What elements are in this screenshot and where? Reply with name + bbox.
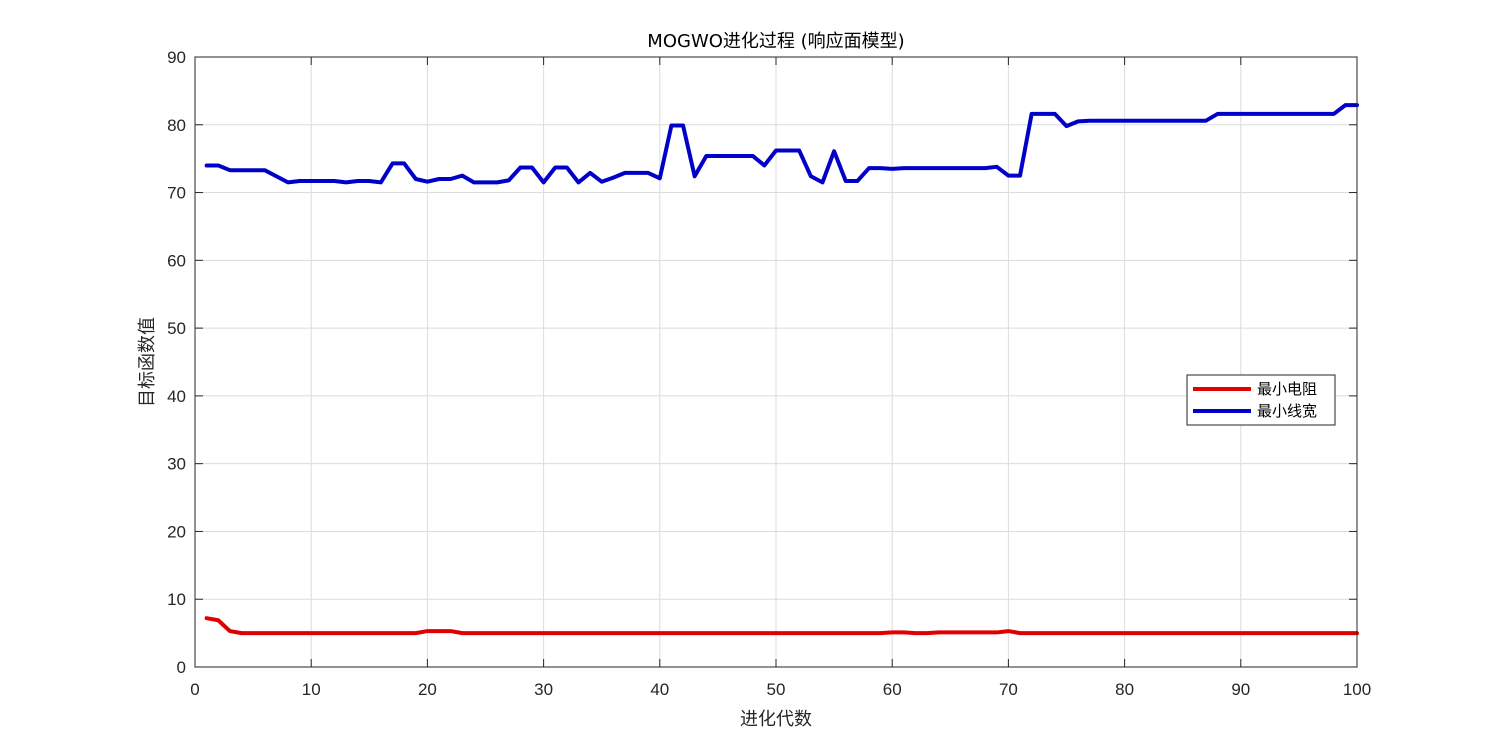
series-lines bbox=[204, 103, 1359, 636]
legend-label-min-linewidth: 最小线宽 bbox=[1257, 402, 1317, 420]
x-tick-label: 80 bbox=[1115, 680, 1134, 699]
x-tick-label: 100 bbox=[1343, 680, 1371, 699]
x-tick-label: 50 bbox=[767, 680, 786, 699]
series-line-min-linewidth bbox=[204, 103, 1359, 185]
y-tick-label: 70 bbox=[167, 184, 186, 203]
y-tick-label: 30 bbox=[167, 455, 186, 474]
x-tick-label: 20 bbox=[418, 680, 437, 699]
y-tick-label: 60 bbox=[167, 251, 186, 270]
legend: 最小电阻 最小线宽 bbox=[1186, 374, 1336, 426]
y-tick-label: 10 bbox=[167, 590, 186, 609]
y-tick-label: 90 bbox=[167, 48, 186, 67]
x-tick-label: 40 bbox=[650, 680, 669, 699]
x-tick-label: 30 bbox=[534, 680, 553, 699]
legend-box bbox=[1186, 374, 1336, 426]
x-axis-title: 进化代数 bbox=[740, 709, 812, 730]
y-tick-label: 20 bbox=[167, 522, 186, 541]
x-tick-label: 60 bbox=[883, 680, 902, 699]
x-tick-label: 10 bbox=[302, 680, 321, 699]
axis-ticks: 0 10 20 30 40 50 60 70 80 90 100 0 10 20 30 40 50 60 70 80 9… bbox=[167, 48, 1371, 699]
y-tick-label: 50 bbox=[167, 319, 186, 338]
x-tick-label: 90 bbox=[1231, 680, 1250, 699]
chart-title: MOGWO进化过程 (响应面模型) bbox=[647, 31, 904, 52]
y-tick-label: 40 bbox=[167, 387, 186, 406]
y-tick-label: 0 bbox=[177, 658, 186, 677]
series-line-min-resistance bbox=[204, 616, 1359, 636]
y-tick-label: 80 bbox=[167, 116, 186, 135]
legend-label-min-resistance: 最小电阻 bbox=[1257, 380, 1317, 398]
y-axis-title: 目标函数值 bbox=[137, 317, 158, 407]
x-tick-label: 70 bbox=[999, 680, 1018, 699]
x-tick-label: 0 bbox=[190, 680, 199, 699]
